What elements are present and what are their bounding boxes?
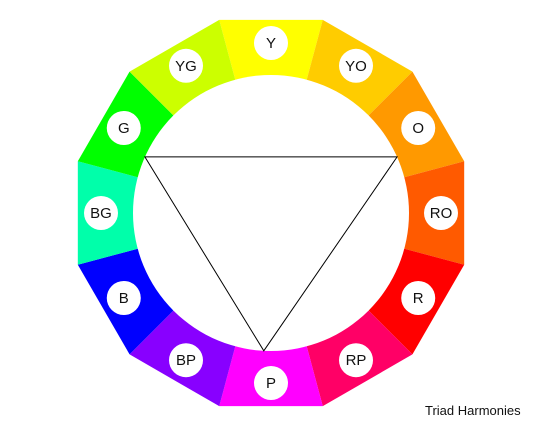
- diagram-caption: Triad Harmonies: [425, 403, 521, 418]
- wheel-labels: Y YO O RO R RP P BP B BG G YG: [84, 26, 458, 400]
- label-badge-bg: [84, 196, 118, 230]
- label-badge-g: [106, 111, 141, 145]
- label-badge-b: [106, 281, 141, 315]
- label-badge-ro: [424, 196, 458, 230]
- label-badge-o: [401, 111, 436, 145]
- label-badge-y: [254, 26, 288, 60]
- segment-label-r: R: [413, 290, 424, 307]
- segment-label-p: P: [266, 375, 276, 392]
- segment-label-yg: YG: [175, 58, 197, 75]
- segment-label-g: G: [118, 120, 130, 137]
- segment-label-ro: RO: [430, 205, 453, 222]
- wheel-center: [133, 75, 409, 351]
- label-badge-rp: [339, 343, 373, 378]
- label-badge-yo: [339, 48, 373, 83]
- triad-triangle: [144, 156, 399, 352]
- label-badge-yg: [169, 48, 203, 83]
- segment-label-rp: RP: [346, 352, 367, 369]
- segment-label-b: B: [119, 290, 129, 307]
- segment-label-bp: BP: [176, 352, 196, 369]
- segment-label-y: Y: [266, 35, 276, 52]
- segment-label-o: O: [412, 120, 424, 137]
- label-badge-r: [401, 281, 436, 315]
- segment-label-bg: BG: [90, 205, 112, 222]
- label-badge-p: [254, 366, 288, 400]
- segment-label-yo: YO: [345, 58, 367, 75]
- label-badge-bp: [169, 343, 203, 378]
